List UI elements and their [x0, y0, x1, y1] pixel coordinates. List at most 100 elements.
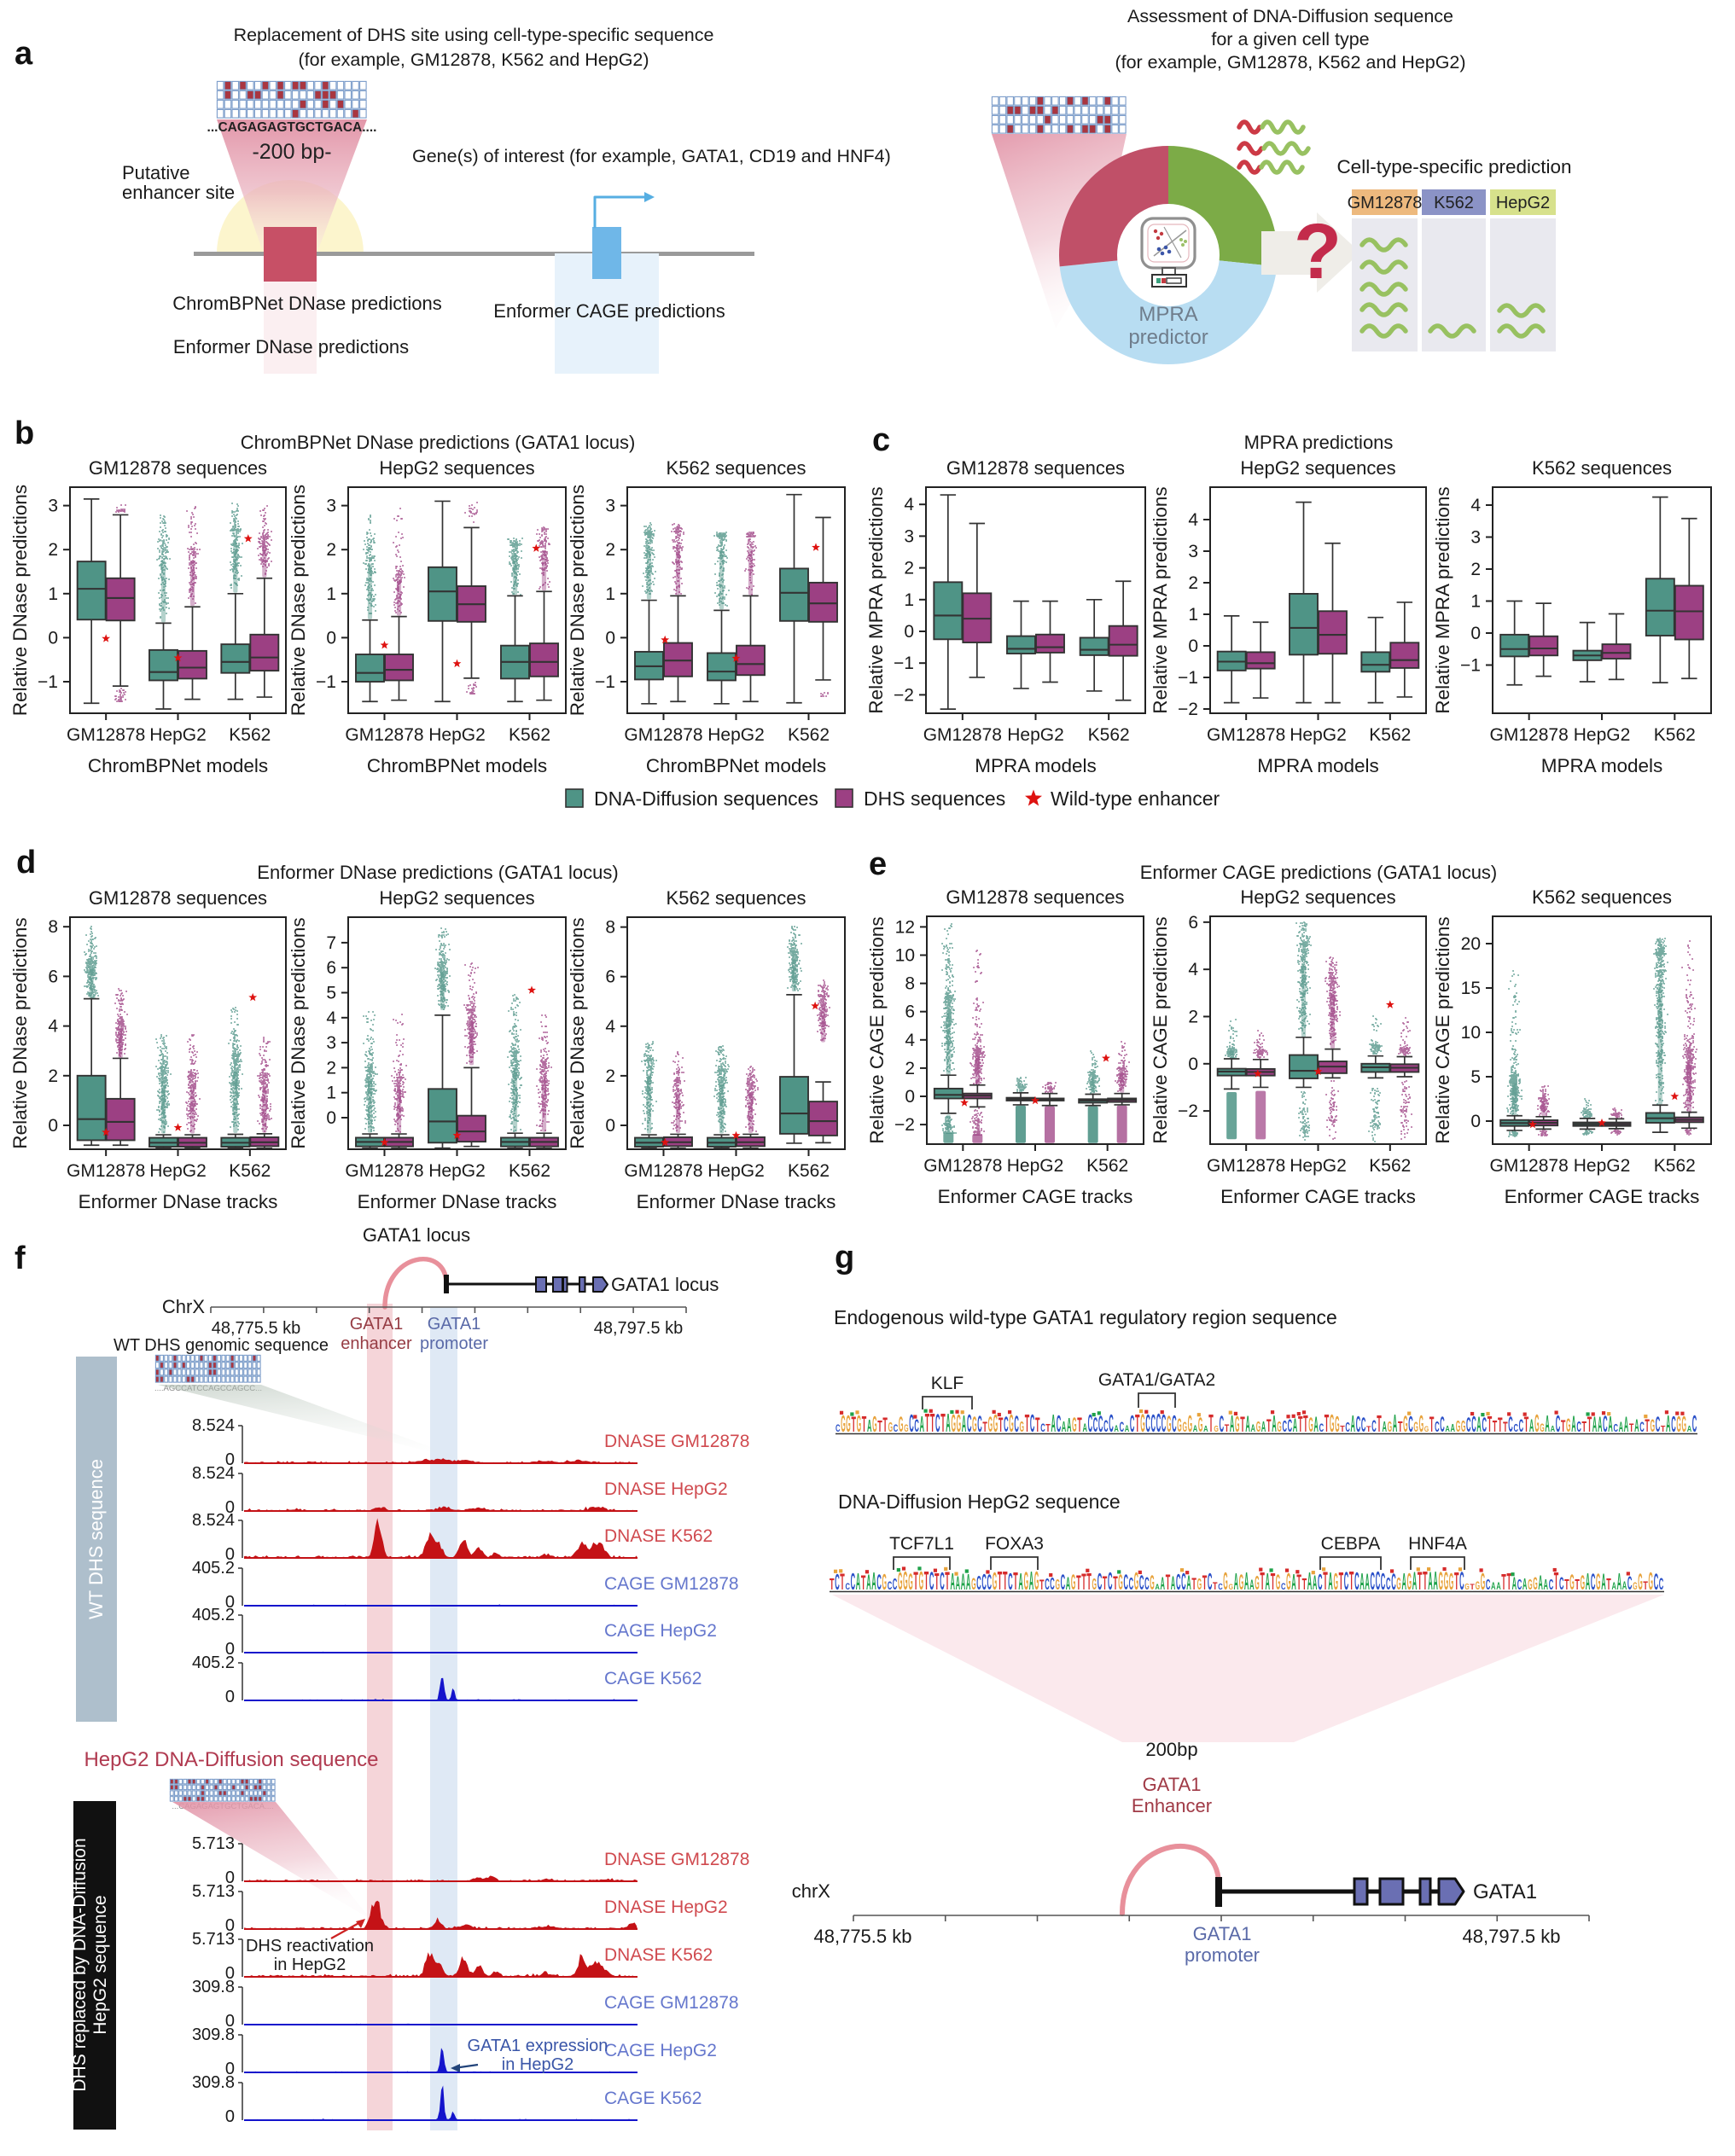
svg-text:G: G	[1150, 1572, 1155, 1595]
svg-text:T: T	[998, 1566, 1003, 1595]
svg-text:GM12878 sequences: GM12878 sequences	[946, 886, 1124, 908]
svg-text:0: 0	[225, 2012, 235, 2031]
svg-text:ChromBPNet models: ChromBPNet models	[367, 755, 547, 776]
svg-text:C: C	[1109, 1410, 1114, 1438]
svg-text:C: C	[1440, 1413, 1445, 1437]
svg-text:C: C	[851, 1568, 856, 1595]
svg-text:0: 0	[605, 628, 615, 648]
svg-text:A: A	[1234, 1568, 1239, 1595]
svg-text:HepG2: HepG2	[149, 1161, 207, 1181]
svg-text:A: A	[1245, 1410, 1250, 1437]
svg-text:G: G	[1072, 1414, 1077, 1437]
svg-text:A: A	[1155, 1583, 1160, 1592]
svg-text:A: A	[1598, 1413, 1603, 1437]
svg-text:C: C	[1057, 1410, 1062, 1437]
svg-text:A: A	[1476, 1413, 1482, 1437]
svg-text:T: T	[1661, 1424, 1666, 1434]
svg-text:C: C	[1218, 1583, 1223, 1592]
svg-text:G: G	[952, 1410, 957, 1438]
svg-text:0: 0	[225, 1688, 235, 1706]
svg-text:G: G	[1540, 1421, 1545, 1434]
svg-text:ChromBPNet models: ChromBPNet models	[88, 755, 268, 776]
svg-text:Relative DNase predictions: Relative DNase predictions	[567, 917, 588, 1148]
svg-text:GM12878: GM12878	[67, 1161, 145, 1181]
svg-text:GM12878: GM12878	[923, 725, 1002, 745]
svg-text:T: T	[1454, 1568, 1459, 1595]
svg-text:for a given cell type: for a given cell type	[1211, 29, 1369, 49]
svg-text:C: C	[1283, 1418, 1288, 1435]
svg-text:T: T	[1039, 1577, 1045, 1593]
svg-text:A: A	[1612, 1580, 1617, 1592]
svg-text:0: 0	[1470, 1112, 1481, 1131]
svg-text:T: T	[1081, 1569, 1086, 1595]
svg-text:GATA1: GATA1	[428, 1315, 481, 1334]
svg-text:Relative CAGE predictions: Relative CAGE predictions	[866, 916, 888, 1143]
svg-text:K562: K562	[509, 1161, 550, 1181]
svg-text:−1: −1	[1178, 668, 1198, 688]
svg-text:10: 10	[1461, 1023, 1481, 1043]
svg-text:G: G	[1056, 1576, 1061, 1593]
svg-text:G: G	[1024, 1567, 1029, 1595]
svg-text:C: C	[1139, 1572, 1144, 1595]
svg-text:GM12878: GM12878	[1348, 194, 1423, 212]
svg-text:0: 0	[326, 1108, 336, 1128]
svg-text:1: 1	[326, 584, 336, 604]
svg-text:G: G	[1235, 1413, 1240, 1437]
svg-text:C: C	[1549, 1576, 1554, 1593]
svg-text:6: 6	[905, 1002, 915, 1022]
svg-text:Assessment of DNA-Diffusion se: Assessment of DNA-Diffusion sequence	[1127, 6, 1453, 26]
svg-text:A: A	[866, 1571, 871, 1595]
svg-text:C: C	[1176, 1571, 1181, 1595]
svg-text:C: C	[1459, 1567, 1464, 1595]
svg-text:C: C	[1124, 1571, 1129, 1595]
svg-text:T: T	[1077, 1414, 1082, 1437]
svg-text:3: 3	[605, 497, 615, 516]
svg-text:G: G	[1009, 1409, 1014, 1437]
svg-text:G: G	[1596, 1569, 1601, 1595]
svg-text:A: A	[1571, 1411, 1576, 1437]
svg-text:C: C	[1356, 1411, 1361, 1437]
svg-text:4: 4	[1188, 960, 1198, 979]
svg-text:C: C	[1659, 1575, 1664, 1594]
svg-text:MPRA models: MPRA models	[1257, 755, 1379, 776]
svg-text:3: 3	[1188, 542, 1198, 561]
svg-text:C: C	[1130, 1410, 1135, 1437]
svg-text:G: G	[1118, 1571, 1123, 1595]
svg-text:C: C	[1361, 1414, 1366, 1437]
svg-text:Enformer CAGE tracks: Enformer CAGE tracks	[938, 1186, 1133, 1207]
svg-text:0: 0	[225, 2107, 235, 2126]
svg-text:HepG2 sequences: HepG2 sequences	[379, 887, 534, 909]
svg-text:c: c	[872, 422, 890, 458]
svg-text:C: C	[967, 1410, 972, 1438]
svg-text:C: C	[1345, 1420, 1350, 1435]
svg-text:T: T	[1045, 1422, 1051, 1434]
svg-text:T: T	[1564, 1576, 1569, 1593]
svg-text:A: A	[1433, 1566, 1438, 1595]
svg-text:HepG2: HepG2	[428, 1161, 486, 1181]
svg-text:6: 6	[326, 958, 336, 978]
svg-text:C: C	[1098, 1411, 1103, 1437]
svg-text:8.524: 8.524	[192, 1511, 235, 1530]
svg-text:Enformer DNase predictions: Enformer DNase predictions	[173, 336, 409, 357]
svg-text:f: f	[15, 1241, 26, 1276]
svg-text:G: G	[1071, 1572, 1076, 1595]
svg-text:4: 4	[326, 1008, 336, 1028]
svg-text:−2: −2	[894, 685, 914, 705]
svg-text:T: T	[1013, 1568, 1018, 1595]
svg-text:5: 5	[326, 984, 336, 1003]
svg-text:C: C	[1386, 1575, 1391, 1594]
svg-text:C: C	[1120, 1419, 1125, 1435]
svg-text:G: G	[1533, 1574, 1538, 1594]
svg-text:GM12878: GM12878	[345, 725, 423, 745]
svg-text:A: A	[1496, 1580, 1501, 1592]
svg-text:T: T	[1643, 1578, 1648, 1592]
svg-text:C: C	[976, 1572, 981, 1594]
svg-text:T: T	[1298, 1413, 1303, 1437]
svg-text:0: 0	[1188, 636, 1198, 656]
svg-text:C: C	[1482, 1414, 1488, 1437]
svg-text:GM12878 sequences: GM12878 sequences	[89, 887, 267, 909]
svg-text:T: T	[1606, 1576, 1611, 1593]
svg-text:1: 1	[605, 584, 615, 604]
svg-text:C: C	[1627, 1572, 1633, 1594]
svg-text:C: C	[1654, 1569, 1659, 1595]
